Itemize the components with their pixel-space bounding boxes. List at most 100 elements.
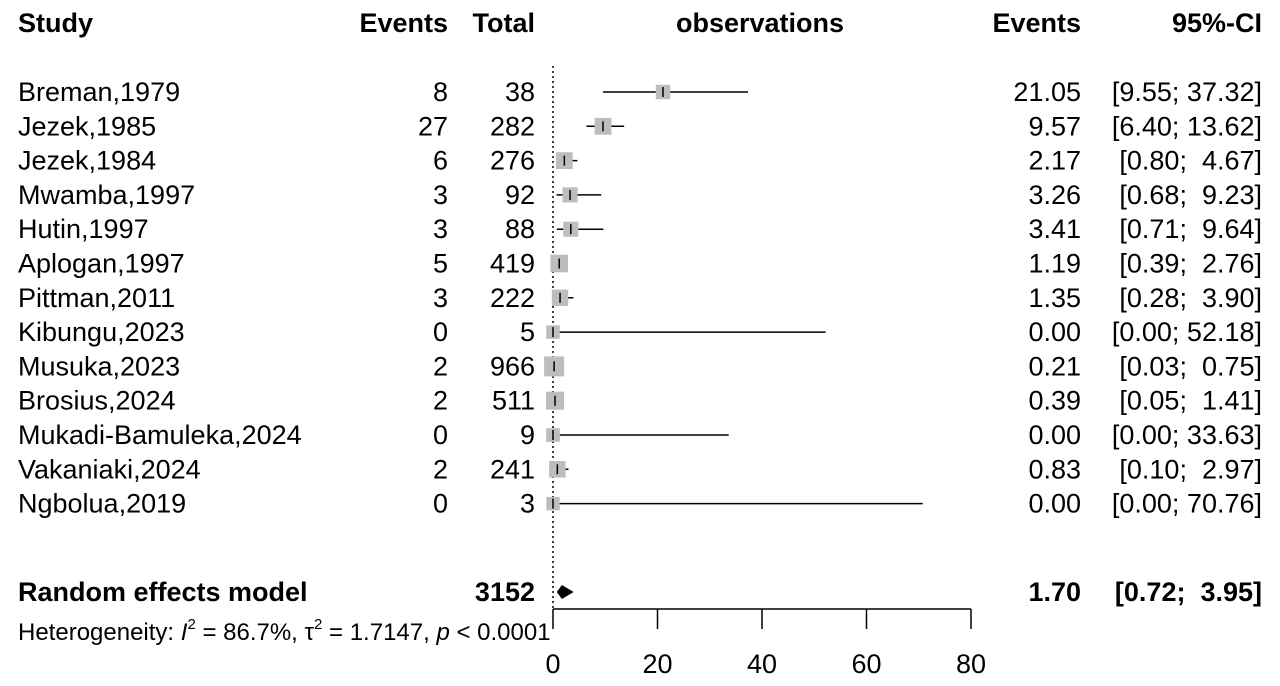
header-row: Study Events Total observations Events 9… (18, 8, 1262, 38)
x-tick-label: 40 (747, 649, 777, 679)
study-ci: [0.03; 0.75] (1119, 351, 1262, 381)
x-tick-label: 20 (642, 649, 672, 679)
study-events: 5 (433, 249, 448, 279)
het-prefix: Heterogeneity: (18, 619, 181, 646)
study-name: Ngbolua,2019 (18, 489, 186, 519)
study-name: Jezek,1985 (18, 111, 156, 141)
pooled-total: 3152 (475, 577, 535, 607)
study-estimate: 0.00 (1028, 317, 1081, 347)
x-tick-label: 60 (851, 649, 881, 679)
study-events: 0 (433, 317, 448, 347)
study-total: 282 (490, 111, 535, 141)
het-i2-sup: 2 (187, 616, 195, 633)
study-events: 3 (433, 180, 448, 210)
header-plot: observations (676, 8, 844, 38)
heterogeneity-text: Heterogeneity: I2 = 86.7%, τ2 = 1.7147, … (18, 616, 551, 646)
header-events: Events (359, 8, 448, 38)
study-events: 0 (433, 420, 448, 450)
study-ci: [0.28; 3.90] (1119, 283, 1262, 313)
study-estimate: 3.41 (1028, 214, 1081, 244)
study-events: 3 (433, 283, 448, 313)
het-i2-value: = 86.7%, (196, 619, 305, 646)
study-ci: [6.40; 13.62] (1112, 111, 1262, 141)
study-row: Jezek,1985 27 282 9.57 [6.40; 13.62] (18, 111, 1262, 141)
study-row: Aplogan,1997 5 419 1.19 [0.39; 2.76] (18, 249, 1262, 279)
study-name: Mwamba,1997 (18, 180, 195, 210)
study-estimate: 1.19 (1028, 249, 1081, 279)
het-p-value: < 0.0001 (450, 619, 551, 646)
study-name: Brosius,2024 (18, 386, 176, 416)
study-events: 2 (433, 454, 448, 484)
study-events: 2 (433, 386, 448, 416)
study-estimate: 0.39 (1028, 386, 1081, 416)
het-tau-symbol: τ (305, 619, 315, 646)
study-total: 966 (490, 351, 535, 381)
study-rows: Breman,1979 8 38 21.05 [9.55; 37.32] Jezek,19… (18, 77, 1262, 519)
study-total: 419 (490, 249, 535, 279)
study-estimate: 21.05 (1013, 77, 1081, 107)
study-row: Hutin,1997 3 88 3.41 [0.71; 9.64] (18, 214, 1262, 244)
study-ci: [0.68; 9.23] (1119, 180, 1262, 210)
study-estimate: 2.17 (1028, 146, 1081, 176)
study-events: 6 (433, 146, 448, 176)
study-estimate: 3.26 (1028, 180, 1081, 210)
study-name: Aplogan,1997 (18, 249, 185, 279)
study-total: 38 (505, 77, 535, 107)
study-total: 276 (490, 146, 535, 176)
pooled-name: Random effects model (18, 577, 308, 607)
pooled-row: Random effects model 3152 1.70 [0.72; 3.… (18, 577, 1262, 607)
header-study: Study (18, 8, 93, 38)
study-name: Breman,1979 (18, 77, 180, 107)
study-ci: [0.00; 33.63] (1112, 420, 1262, 450)
study-row: Vakaniaki,2024 2 241 0.83 [0.10; 2.97] (18, 454, 1262, 484)
study-events: 27 (418, 111, 448, 141)
study-row: Ngbolua,2019 0 3 0.00 [0.00; 70.76] (18, 489, 1262, 519)
header-est: Events (992, 8, 1081, 38)
study-estimate: 0.21 (1028, 351, 1081, 381)
study-events: 0 (433, 489, 448, 519)
het-i2-symbol: I (181, 619, 188, 646)
study-total: 9 (520, 420, 535, 450)
x-tick-label: 80 (956, 649, 986, 679)
study-events: 3 (433, 214, 448, 244)
x-tick-label: 0 (545, 649, 560, 679)
study-total: 92 (505, 180, 535, 210)
study-ci: [0.39; 2.76] (1119, 249, 1262, 279)
header-total: Total (473, 8, 536, 38)
study-estimate: 9.57 (1028, 111, 1081, 141)
study-events: 2 (433, 351, 448, 381)
study-ci: [9.55; 37.32] (1112, 77, 1262, 107)
study-ci: [0.00; 70.76] (1112, 489, 1262, 519)
pooled-ci: [0.72; 3.95] (1115, 577, 1262, 607)
study-name: Kibungu,2023 (18, 317, 185, 347)
study-row: Mukadi-Bamuleka,2024 0 9 0.00 [0.00; 33.63] (18, 420, 1262, 450)
study-total: 511 (492, 386, 535, 416)
study-ci: [0.05; 1.41] (1119, 386, 1262, 416)
study-ci: [0.71; 9.64] (1119, 214, 1262, 244)
study-ci: [0.00; 52.18] (1112, 317, 1262, 347)
study-estimate: 0.00 (1028, 489, 1081, 519)
study-ci: [0.10; 2.97] (1119, 454, 1262, 484)
study-row: Breman,1979 8 38 21.05 [9.55; 37.32] (18, 77, 1262, 107)
study-ci: [0.80; 4.67] (1119, 146, 1262, 176)
study-name: Hutin,1997 (18, 214, 149, 244)
study-estimate: 1.35 (1028, 283, 1081, 313)
header-ci: 95%-CI (1172, 8, 1262, 38)
het-tau-sup: 2 (314, 616, 322, 633)
study-row: Pittman,2011 3 222 1.35 [0.28; 3.90] (18, 283, 1262, 313)
pooled-diamond (556, 585, 574, 599)
x-axis: 0 20 40 60 80 (545, 608, 986, 679)
study-name: Jezek,1984 (18, 146, 156, 176)
study-total: 241 (490, 454, 535, 484)
study-name: Vakaniaki,2024 (18, 454, 201, 484)
study-total: 222 (490, 283, 535, 313)
study-total: 88 (505, 214, 535, 244)
study-row: Brosius,2024 2 511 0.39 [0.05; 1.41] (18, 386, 1262, 416)
study-name: Mukadi-Bamuleka,2024 (18, 420, 302, 450)
study-estimate: 0.00 (1028, 420, 1081, 450)
study-total: 5 (520, 317, 535, 347)
study-events: 8 (433, 77, 448, 107)
pooled-estimate: 1.70 (1028, 577, 1081, 607)
het-p-symbol: p (435, 619, 449, 646)
